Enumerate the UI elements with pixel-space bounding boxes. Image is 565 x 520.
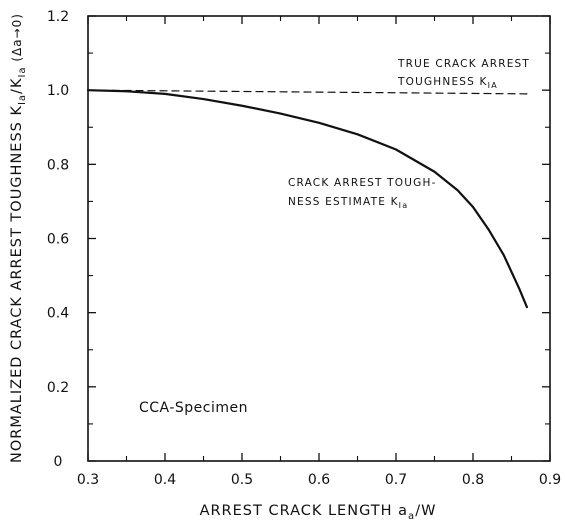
x-tick-label: 0.4 (154, 472, 176, 488)
x-tick-label: 0.6 (308, 472, 330, 488)
estimate-curve (86, 89, 528, 309)
specimen-label: CCA-Specimen (139, 400, 248, 416)
y-axis-label-subscript-2: Ia (17, 66, 28, 77)
estimate-annotation-line1: CRACK ARREST TOUGH- (288, 177, 437, 189)
x-tick-label: 0.3 (77, 472, 99, 488)
y-tick-label: 1.0 (47, 83, 69, 99)
series-lines (86, 89, 528, 309)
y-axis-label-subscript-1: Ia (17, 94, 28, 105)
y-tick-label: 1.2 (47, 9, 69, 25)
y-tick-label: 0 (54, 454, 63, 470)
x-axis-label-prefix: ARREST CRACK LENGTH a (200, 503, 408, 519)
true-toughness-annotation-prefix: TOUGHNESS K (397, 76, 488, 88)
y-tick-label: 0.2 (47, 380, 69, 396)
x-axis-label-suffix: /W (415, 503, 436, 519)
x-axis-label-subscript: a (408, 511, 415, 520)
y-tick-label: 0.6 (47, 232, 69, 248)
true-toughness-annotation-line2: TOUGHNESS KIA (397, 76, 498, 90)
estimate-annotation-line2: NESS ESTIMATE KIa (288, 196, 408, 210)
tick-labels: 0.3 0.4 0.5 0.6 0.7 0.8 0.9 0 0.2 0.4 0.6 0.8 1.0 1.2 (47, 9, 561, 488)
estimate-annotation-subscript: Ia (399, 201, 409, 210)
estimate-annotation-prefix: NESS ESTIMATE K (288, 196, 399, 208)
x-tick-label: 0.8 (462, 472, 484, 488)
x-tick-label: 0.5 (231, 472, 253, 488)
y-tick-label: 0.8 (47, 157, 69, 173)
x-tick-label: 0.7 (385, 472, 407, 488)
y-axis-label-prefix: NORMALIZED CRACK ARREST TOUGHNESS K (9, 105, 25, 463)
true-toughness-annotation-subscript: IA (488, 81, 498, 90)
y-axis-label: NORMALIZED CRACK ARREST TOUGHNESS KIa/KI… (9, 13, 28, 463)
axis-ticks (87, 15, 551, 462)
x-tick-label: 0.9 (539, 472, 561, 488)
y-axis-label-suffix: (Δa→0) (10, 13, 24, 66)
y-tick-label: 0.4 (47, 306, 69, 322)
x-axis-label: ARREST CRACK LENGTH aa/W (200, 503, 437, 520)
y-axis-label-mid: /K (9, 78, 25, 94)
true-toughness-annotation-line1: TRUE CRACK ARREST (397, 58, 530, 70)
true-toughness-dashed-line (87, 89, 528, 95)
